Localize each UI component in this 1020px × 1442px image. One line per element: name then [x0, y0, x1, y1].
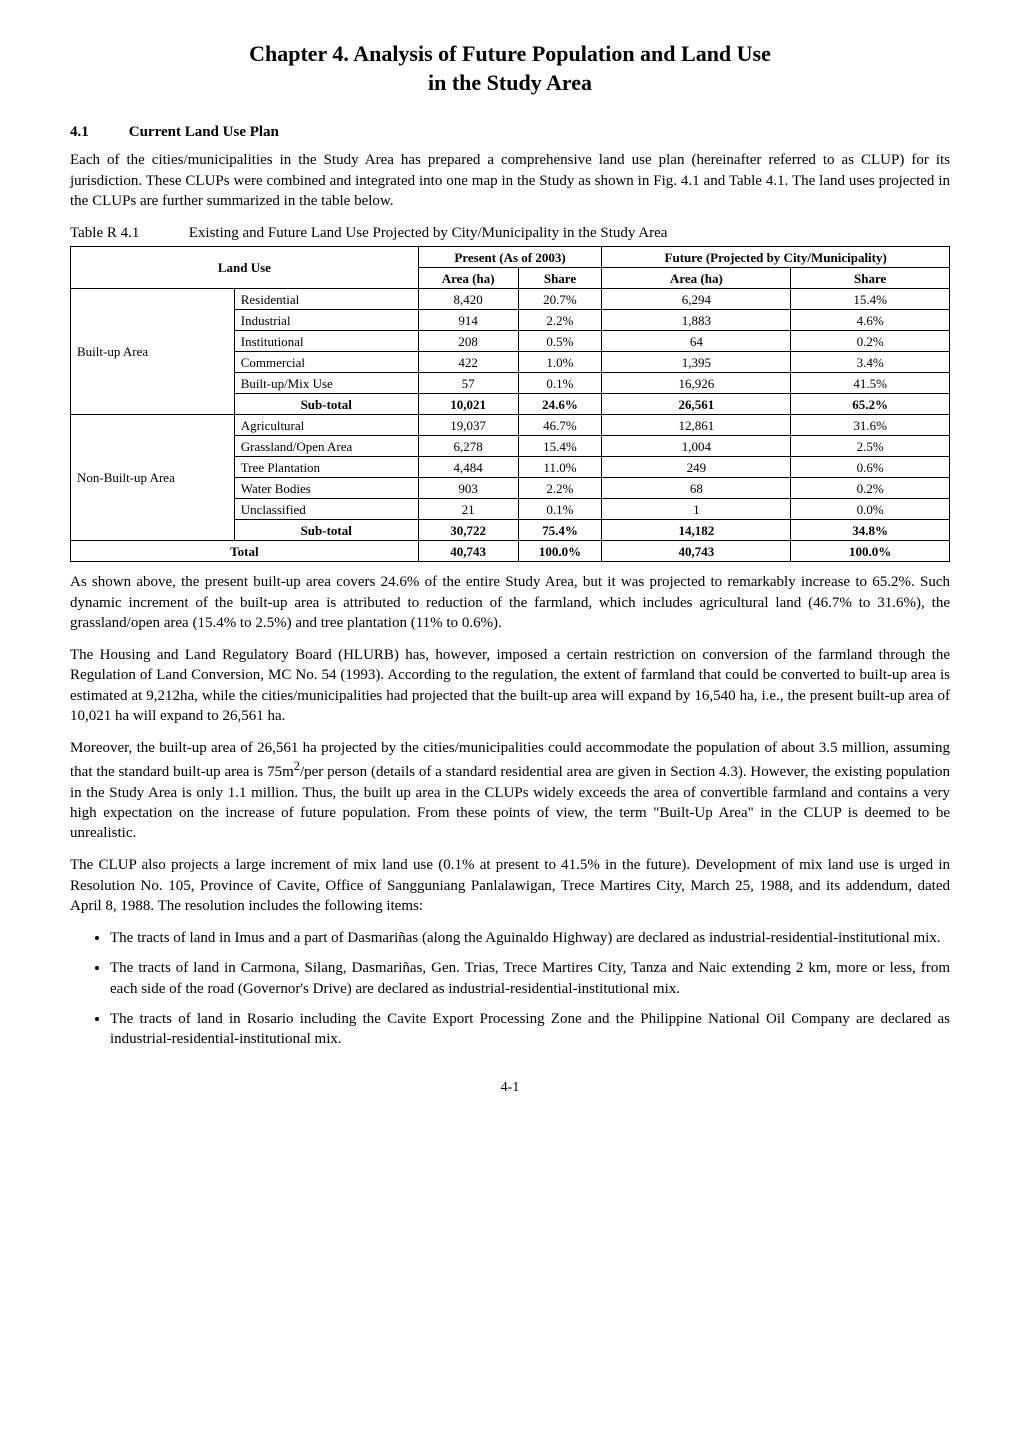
cell: 249: [602, 457, 791, 478]
group-nonbuiltup: Non-Built-up Area: [71, 415, 235, 541]
cell: 4.6%: [791, 310, 950, 331]
page-number: 4-1: [70, 1079, 950, 1098]
cell: 2.2%: [518, 478, 602, 499]
cell: 40,743: [602, 541, 791, 562]
cell: 30,722: [418, 520, 518, 541]
cell: 12,861: [602, 415, 791, 436]
cell: 15.4%: [791, 289, 950, 310]
para-intro: Each of the cities/municipalities in the…: [70, 150, 950, 211]
cell: 0.0%: [791, 499, 950, 520]
chapter-title-line2: in the Study Area: [428, 70, 592, 95]
cell: 0.1%: [518, 373, 602, 394]
para-4: Moreover, the built-up area of 26,561 ha…: [70, 738, 950, 843]
th-present: Present (As of 2003): [418, 247, 602, 268]
cell: 1: [602, 499, 791, 520]
cell: 46.7%: [518, 415, 602, 436]
th-future: Future (Projected by City/Municipality): [602, 247, 950, 268]
bullet-item: The tracts of land in Carmona, Silang, D…: [110, 958, 950, 999]
th-future-area: Area (ha): [602, 268, 791, 289]
cell: 1.0%: [518, 352, 602, 373]
cell: 2.5%: [791, 436, 950, 457]
cell-cat: Unclassified: [234, 499, 418, 520]
section-number: 4.1: [70, 122, 125, 142]
cell: 16,926: [602, 373, 791, 394]
cell: 21: [418, 499, 518, 520]
cell: 31.6%: [791, 415, 950, 436]
table-row: Non-Built-up Area Agricultural 19,037 46…: [71, 415, 950, 436]
section-4-1-heading: 4.1 Current Land Use Plan: [70, 122, 950, 142]
cell: 0.6%: [791, 457, 950, 478]
chapter-title-line1: Chapter 4. Analysis of Future Population…: [249, 41, 771, 66]
cell: 8,420: [418, 289, 518, 310]
cell: 19,037: [418, 415, 518, 436]
cell: 41.5%: [791, 373, 950, 394]
cell: 6,278: [418, 436, 518, 457]
cell: 0.2%: [791, 331, 950, 352]
cell: 65.2%: [791, 394, 950, 415]
bullet-list: The tracts of land in Imus and a part of…: [70, 928, 950, 1049]
cell-cat: Commercial: [234, 352, 418, 373]
cell: 64: [602, 331, 791, 352]
table-caption-text: Existing and Future Land Use Projected b…: [189, 225, 668, 241]
cell: 1,004: [602, 436, 791, 457]
cell-cat: Industrial: [234, 310, 418, 331]
cell: 26,561: [602, 394, 791, 415]
para-3: The Housing and Land Regulatory Board (H…: [70, 645, 950, 726]
cell: 10,021: [418, 394, 518, 415]
cell: 1,883: [602, 310, 791, 331]
para-5: The CLUP also projects a large increment…: [70, 855, 950, 916]
th-present-area: Area (ha): [418, 268, 518, 289]
cell: 0.2%: [791, 478, 950, 499]
cell: 15.4%: [518, 436, 602, 457]
section-title: Current Land Use Plan: [129, 124, 279, 140]
bullet-item: The tracts of land in Rosario including …: [110, 1009, 950, 1050]
group-builtup: Built-up Area: [71, 289, 235, 415]
cell-subtotal-label: Sub-total: [234, 520, 418, 541]
cell: 11.0%: [518, 457, 602, 478]
cell-cat: Institutional: [234, 331, 418, 352]
cell-cat: Agricultural: [234, 415, 418, 436]
cell-cat: Grassland/Open Area: [234, 436, 418, 457]
cell: 903: [418, 478, 518, 499]
cell: 422: [418, 352, 518, 373]
bullet-item: The tracts of land in Imus and a part of…: [110, 928, 950, 948]
cell: 914: [418, 310, 518, 331]
land-use-table: Land Use Present (As of 2003) Future (Pr…: [70, 246, 950, 562]
th-present-share: Share: [518, 268, 602, 289]
cell: 34.8%: [791, 520, 950, 541]
cell: 24.6%: [518, 394, 602, 415]
cell: 208: [418, 331, 518, 352]
para-2: As shown above, the present built-up are…: [70, 572, 950, 633]
cell: 100.0%: [791, 541, 950, 562]
table-number: Table R 4.1: [70, 223, 185, 243]
cell-cat: Built-up/Mix Use: [234, 373, 418, 394]
cell: 20.7%: [518, 289, 602, 310]
cell: 75.4%: [518, 520, 602, 541]
table-row-total: Total 40,743 100.0% 40,743 100.0%: [71, 541, 950, 562]
cell: 2.2%: [518, 310, 602, 331]
cell: 4,484: [418, 457, 518, 478]
table-row: Built-up Area Residential 8,420 20.7% 6,…: [71, 289, 950, 310]
cell: 100.0%: [518, 541, 602, 562]
cell-cat: Residential: [234, 289, 418, 310]
cell: 57: [418, 373, 518, 394]
cell-subtotal-label: Sub-total: [234, 394, 418, 415]
chapter-title: Chapter 4. Analysis of Future Population…: [70, 40, 950, 97]
cell: 40,743: [418, 541, 518, 562]
cell: 0.1%: [518, 499, 602, 520]
cell-total-label: Total: [71, 541, 419, 562]
table-caption: Table R 4.1 Existing and Future Land Use…: [70, 223, 950, 243]
cell: 0.5%: [518, 331, 602, 352]
cell-cat: Water Bodies: [234, 478, 418, 499]
th-future-share: Share: [791, 268, 950, 289]
cell: 6,294: [602, 289, 791, 310]
cell: 1,395: [602, 352, 791, 373]
cell-cat: Tree Plantation: [234, 457, 418, 478]
th-land-use: Land Use: [71, 247, 419, 289]
cell: 3.4%: [791, 352, 950, 373]
cell: 14,182: [602, 520, 791, 541]
cell: 68: [602, 478, 791, 499]
